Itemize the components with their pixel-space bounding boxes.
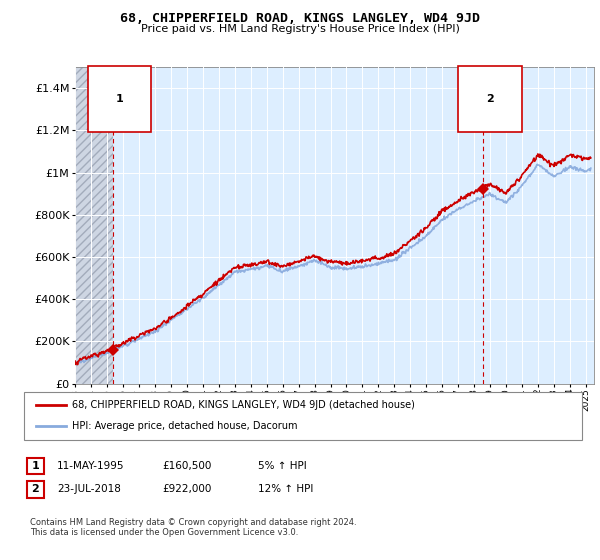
Text: 11-MAY-1995: 11-MAY-1995 (57, 461, 125, 471)
Text: 12% ↑ HPI: 12% ↑ HPI (258, 484, 313, 494)
Text: HPI: Average price, detached house, Dacorum: HPI: Average price, detached house, Daco… (72, 421, 298, 431)
Text: 68, CHIPPERFIELD ROAD, KINGS LANGLEY, WD4 9JD: 68, CHIPPERFIELD ROAD, KINGS LANGLEY, WD… (120, 12, 480, 25)
Text: 2: 2 (486, 94, 494, 104)
Text: 5% ↑ HPI: 5% ↑ HPI (258, 461, 307, 471)
Text: 23-JUL-2018: 23-JUL-2018 (57, 484, 121, 494)
Text: Contains HM Land Registry data © Crown copyright and database right 2024.
This d: Contains HM Land Registry data © Crown c… (30, 518, 356, 538)
Text: 1: 1 (116, 94, 124, 104)
Text: Price paid vs. HM Land Registry's House Price Index (HPI): Price paid vs. HM Land Registry's House … (140, 24, 460, 34)
Text: 68, CHIPPERFIELD ROAD, KINGS LANGLEY, WD4 9JD (detached house): 68, CHIPPERFIELD ROAD, KINGS LANGLEY, WD… (72, 400, 415, 410)
Text: £922,000: £922,000 (162, 484, 211, 494)
Text: 1: 1 (32, 461, 39, 471)
Text: 2: 2 (32, 484, 39, 494)
Text: £160,500: £160,500 (162, 461, 211, 471)
